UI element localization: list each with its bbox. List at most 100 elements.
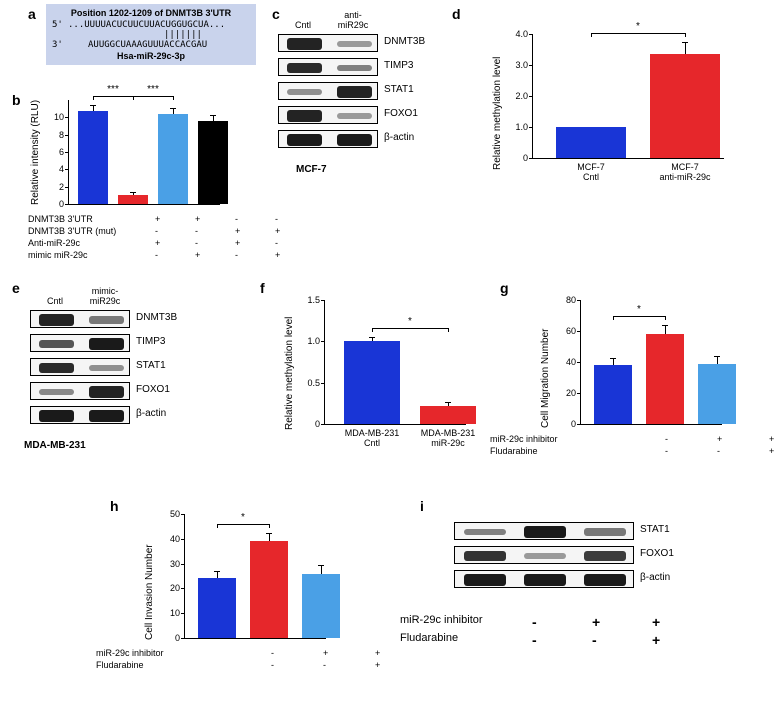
- cond-mark: +: [275, 226, 280, 236]
- bar: [650, 54, 720, 158]
- cond-mark: -: [665, 434, 668, 444]
- ytick-label: 10: [42, 112, 64, 122]
- sig-marker: ***: [93, 84, 133, 95]
- blot-row-label: TIMP3: [130, 336, 165, 347]
- ytick-label: 50: [158, 509, 180, 519]
- cond-mark: -: [235, 250, 238, 260]
- panel-a-label: a: [28, 6, 36, 22]
- panel-i-label: i: [420, 498, 424, 514]
- cond-mark: -: [592, 632, 597, 648]
- cond-mark: -: [665, 446, 668, 456]
- chart-h-ytitle: Cell Invasion Number: [144, 544, 155, 640]
- cond-mark: +: [769, 446, 774, 456]
- blot-band: [464, 529, 506, 536]
- cond-mark: -: [271, 648, 274, 658]
- ytick-label: 10: [158, 608, 180, 618]
- blot-c-title: MCF-7: [296, 164, 327, 175]
- bar: [344, 341, 400, 424]
- bar: [118, 195, 148, 204]
- blot-band: [89, 365, 124, 371]
- chart-f-ytitle: Relative methylation level: [284, 317, 295, 430]
- blot-band: [524, 526, 566, 538]
- cond-label: Anti-miR-29c: [28, 238, 118, 248]
- ytick-label: 4.0: [506, 29, 528, 39]
- sig-marker: *: [372, 316, 448, 327]
- blot-row-label: STAT1: [634, 524, 670, 535]
- cond-label: miR-29c inhibitor: [96, 648, 176, 658]
- seq-footer: Hsa-miR-29c-3p: [52, 51, 250, 61]
- blot-head: Cntl: [278, 20, 328, 30]
- blot-band: [39, 314, 74, 325]
- blot-band: [464, 574, 506, 586]
- blot-row-label: TIMP3: [378, 60, 413, 71]
- blot-row-label: β-actin: [130, 408, 166, 419]
- blot-band: [39, 363, 74, 374]
- cond-label: Fludarabine: [96, 660, 176, 670]
- cond-mark: +: [375, 660, 380, 670]
- blot-band: [337, 65, 372, 72]
- blot-band: [524, 553, 566, 559]
- seq-line1: ...UUUUACUCUUCUUACUGGUGCUA...: [68, 20, 225, 30]
- cond-mark: -: [155, 226, 158, 236]
- ytick-label: 30: [158, 559, 180, 569]
- cond-mark: +: [323, 648, 328, 658]
- chart-d: 01.02.03.04.0MCF-7 CntlMCF-7 anti-miR-29…: [508, 34, 728, 164]
- chart-b-conditions: DNMT3B 3'UTR++--DNMT3B 3'UTR (mut)--++An…: [28, 214, 118, 262]
- blot-band: [287, 63, 322, 74]
- ytick-label: 40: [554, 357, 576, 367]
- ytick-label: 1.0: [298, 336, 320, 346]
- bar-label: MDA-MB-231 miR-29c: [406, 428, 490, 448]
- blot-row-label: FOXO1: [634, 548, 674, 559]
- bar: [646, 334, 684, 424]
- panel-d-label: d: [452, 6, 461, 22]
- cond-label: Fludarabine: [400, 632, 510, 644]
- chart-b: 0246810******: [44, 100, 224, 210]
- ytick-label: 3.0: [506, 60, 528, 70]
- bar: [158, 114, 188, 204]
- blot-row-label: DNMT3B: [378, 36, 425, 47]
- panel-b-label: b: [12, 92, 21, 108]
- sig-marker: *: [613, 304, 665, 315]
- blot-row-label: STAT1: [130, 360, 166, 371]
- cond-mark: +: [769, 434, 774, 444]
- cond-mark: -: [717, 446, 720, 456]
- cond-label: mimic miR-29c: [28, 250, 118, 260]
- chart-h: 01020304050*: [160, 514, 330, 644]
- ytick-label: 4: [42, 164, 64, 174]
- ytick-label: 0: [506, 153, 528, 163]
- chart-f: 00.51.01.5MDA-MB-231 CntlMDA-MB-231 miR-…: [300, 300, 470, 430]
- ytick-label: 0: [554, 419, 576, 429]
- cond-mark: -: [271, 660, 274, 670]
- bar: [556, 127, 626, 158]
- ytick-label: 1.5: [298, 295, 320, 305]
- blot-band: [39, 340, 74, 349]
- cond-mark: +: [195, 214, 200, 224]
- blot-row-label: β-actin: [634, 572, 670, 583]
- blot-head: mimic- miR29c: [80, 286, 130, 306]
- ytick-label: 80: [554, 295, 576, 305]
- blot-head: anti- miR29c: [328, 10, 378, 30]
- blot-i: STAT1FOXO1β-actin: [454, 522, 644, 594]
- blot-band: [584, 574, 626, 586]
- blot-row-label: FOXO1: [378, 108, 418, 119]
- blot-band: [584, 528, 626, 535]
- cond-mark: +: [717, 434, 722, 444]
- chart-g-ytitle: Cell Migration Number: [540, 329, 551, 428]
- ytick-label: 2: [42, 182, 64, 192]
- ytick-label: 0: [298, 419, 320, 429]
- bar-label: MCF-7 anti-miR-29c: [636, 162, 734, 182]
- sig-marker: *: [217, 512, 269, 523]
- ytick-label: 0: [158, 633, 180, 643]
- cond-label: miR-29c inhibitor: [490, 434, 570, 444]
- blot-band: [89, 410, 124, 422]
- cond-mark: -: [532, 614, 537, 630]
- blot-band: [337, 41, 372, 47]
- blot-band: [287, 38, 322, 49]
- blot-band: [39, 389, 74, 395]
- cond-mark: +: [652, 614, 660, 630]
- blot-band: [89, 386, 124, 397]
- blot-c: Cntlanti- miR29cDNMT3BTIMP3STAT1FOXO1β-a…: [278, 34, 388, 154]
- bar: [594, 365, 632, 424]
- cond-mark: +: [592, 614, 600, 630]
- cond-mark: -: [532, 632, 537, 648]
